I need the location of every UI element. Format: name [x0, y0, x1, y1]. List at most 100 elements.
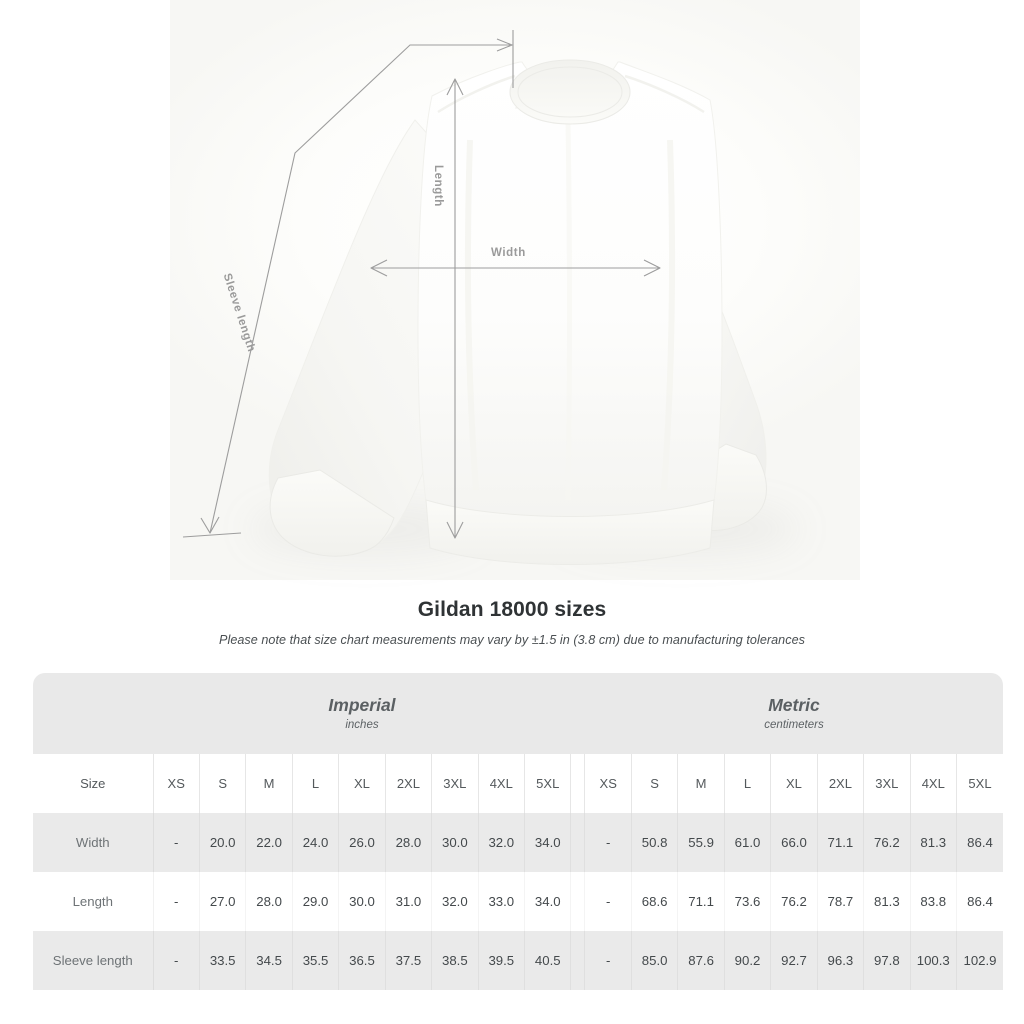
cell-width-imperial-xs: - [153, 813, 200, 872]
unit-banner-imperial: Imperial inches [153, 673, 571, 754]
cell-width-imperial-s: 20.0 [199, 813, 247, 872]
cell-width-imperial-3xl: 30.0 [431, 813, 479, 872]
column-header-metric-m: M [677, 754, 725, 813]
cell-width-metric-l: 61.0 [724, 813, 772, 872]
cell-length-imperial-5xl: 34.0 [524, 872, 572, 931]
cell-width-metric-2xl: 71.1 [817, 813, 865, 872]
row-label-length: Length [33, 872, 154, 931]
unit-gap-cell [570, 872, 586, 931]
cell-length-imperial-l: 29.0 [292, 872, 340, 931]
size-header-row: Size XS S M L XL 2XL 3XL 4XL 5XL XS S M L XL 2XL 3XL 4XL 5… [33, 754, 1004, 813]
cell-length-imperial-4xl: 33.0 [478, 872, 526, 931]
unit-subtitle-metric: centimeters [764, 719, 824, 732]
cell-length-imperial-3xl: 32.0 [431, 872, 479, 931]
cell-sleeve-length-metric-xs: - [584, 931, 632, 990]
column-header-metric-3xl: 3XL [863, 754, 911, 813]
cell-length-metric-xl: 76.2 [770, 872, 818, 931]
unit-banner-spacer [33, 673, 153, 754]
cell-width-metric-5xl: 86.4 [956, 813, 1004, 872]
cell-sleeve-length-metric-l: 90.2 [724, 931, 772, 990]
unit-banner-metric: Metric centimeters [584, 673, 1004, 754]
measurement-annotations [182, 30, 661, 539]
cell-length-metric-3xl: 81.3 [863, 872, 911, 931]
cell-sleeve-length-imperial-4xl: 39.5 [478, 931, 526, 990]
cell-sleeve-length-imperial-xs: - [153, 931, 200, 990]
cell-length-metric-4xl: 83.8 [910, 872, 957, 931]
cell-length-metric-s: 68.6 [631, 872, 679, 931]
unit-subtitle-imperial: inches [345, 719, 379, 732]
cell-sleeve-length-imperial-2xl: 37.5 [385, 931, 433, 990]
cell-sleeve-length-metric-s: 85.0 [631, 931, 679, 990]
cell-length-imperial-xl: 30.0 [338, 872, 386, 931]
cell-width-metric-xs: - [584, 813, 632, 872]
unit-title-metric: Metric [768, 694, 820, 715]
cell-width-imperial-l: 24.0 [292, 813, 340, 872]
cell-width-metric-4xl: 81.3 [910, 813, 957, 872]
cell-length-imperial-m: 28.0 [245, 872, 293, 931]
cell-length-imperial-xs: - [153, 872, 200, 931]
title-block: Gildan 18000 sizes Please note that size… [0, 598, 1024, 647]
cell-sleeve-length-metric-5xl: 102.9 [956, 931, 1004, 990]
unit-banner-row: Imperial inches Metric centimeters [33, 673, 1004, 754]
sweatshirt-illustration [268, 59, 767, 565]
page-title: Gildan 18000 sizes [417, 598, 607, 621]
cell-width-metric-m: 55.9 [677, 813, 725, 872]
column-header-metric-xl: XL [770, 754, 818, 813]
size-chart-table-wrapper: Imperial inches Metric centimeters Size XS S M L… [33, 673, 1004, 990]
cell-length-metric-5xl: 86.4 [956, 872, 1004, 931]
table-row: Length -27.0 28.0 29.0 30.0 31.0 32.0 33.0 34.0-… [33, 872, 1004, 931]
column-header-imperial-l: L [292, 754, 340, 813]
column-header-metric-4xl: 4XL [910, 754, 957, 813]
column-header-imperial-s: S [199, 754, 247, 813]
cell-sleeve-length-imperial-3xl: 38.5 [431, 931, 479, 990]
cell-sleeve-length-metric-2xl: 96.3 [817, 931, 865, 990]
column-header-size: Size [33, 754, 154, 813]
cell-sleeve-length-metric-m: 87.6 [677, 931, 725, 990]
cell-width-imperial-2xl: 28.0 [385, 813, 433, 872]
cell-sleeve-length-metric-xl: 92.7 [770, 931, 818, 990]
cell-width-imperial-m: 22.0 [245, 813, 293, 872]
unit-gap-cell [570, 813, 586, 872]
cell-length-metric-m: 71.1 [677, 872, 725, 931]
cell-width-metric-3xl: 76.2 [863, 813, 911, 872]
unit-banner-spacer [570, 673, 585, 754]
measurement-label-length: Length [432, 165, 444, 207]
row-label-sleeve-length: Sleeve length [33, 931, 154, 990]
cell-length-metric-xs: - [584, 872, 632, 931]
table-row: Width -20.0 22.0 24.0 26.0 28.0 30.0 32.0 34.0-5… [33, 813, 1004, 872]
size-chart-table: Imperial inches Metric centimeters Size XS S M L… [33, 673, 1004, 990]
cell-sleeve-length-metric-3xl: 97.8 [863, 931, 911, 990]
column-header-imperial-m: M [245, 754, 293, 813]
cell-width-metric-s: 50.8 [631, 813, 679, 872]
cell-sleeve-length-imperial-l: 35.5 [292, 931, 340, 990]
column-header-metric-xs: XS [584, 754, 632, 813]
unit-gap-cell [570, 931, 586, 990]
cell-sleeve-length-metric-4xl: 100.3 [910, 931, 957, 990]
cell-length-metric-l: 73.6 [724, 872, 772, 931]
cell-width-imperial-5xl: 34.0 [524, 813, 572, 872]
garment-illustration-area: Length Width Sleeve length [170, 0, 860, 580]
column-header-imperial-3xl: 3XL [431, 754, 479, 813]
tolerance-note: Please note that size chart measurements… [219, 633, 805, 647]
row-label-width: Width [33, 813, 154, 872]
cell-width-imperial-4xl: 32.0 [478, 813, 526, 872]
unit-title-imperial: Imperial [328, 694, 396, 715]
column-header-metric-5xl: 5XL [956, 754, 1004, 813]
column-header-imperial-xs: XS [153, 754, 200, 813]
cell-length-metric-2xl: 78.7 [817, 872, 865, 931]
cell-sleeve-length-imperial-5xl: 40.5 [524, 931, 572, 990]
column-header-imperial-xl: XL [338, 754, 386, 813]
column-header-metric-2xl: 2XL [817, 754, 865, 813]
column-header-imperial-5xl: 5XL [524, 754, 572, 813]
column-header-imperial-4xl: 4XL [478, 754, 526, 813]
cell-length-imperial-2xl: 31.0 [385, 872, 433, 931]
cell-width-metric-xl: 66.0 [770, 813, 818, 872]
column-header-metric-s: S [631, 754, 679, 813]
measurement-label-width: Width [491, 247, 526, 259]
column-header-imperial-2xl: 2XL [385, 754, 433, 813]
cell-width-imperial-xl: 26.0 [338, 813, 386, 872]
cell-sleeve-length-imperial-s: 33.5 [199, 931, 247, 990]
cell-sleeve-length-imperial-m: 34.5 [245, 931, 293, 990]
table-row: Sleeve length -33.5 34.5 35.5 36.5 37.5 38.5 39… [33, 931, 1004, 990]
cell-sleeve-length-imperial-xl: 36.5 [338, 931, 386, 990]
